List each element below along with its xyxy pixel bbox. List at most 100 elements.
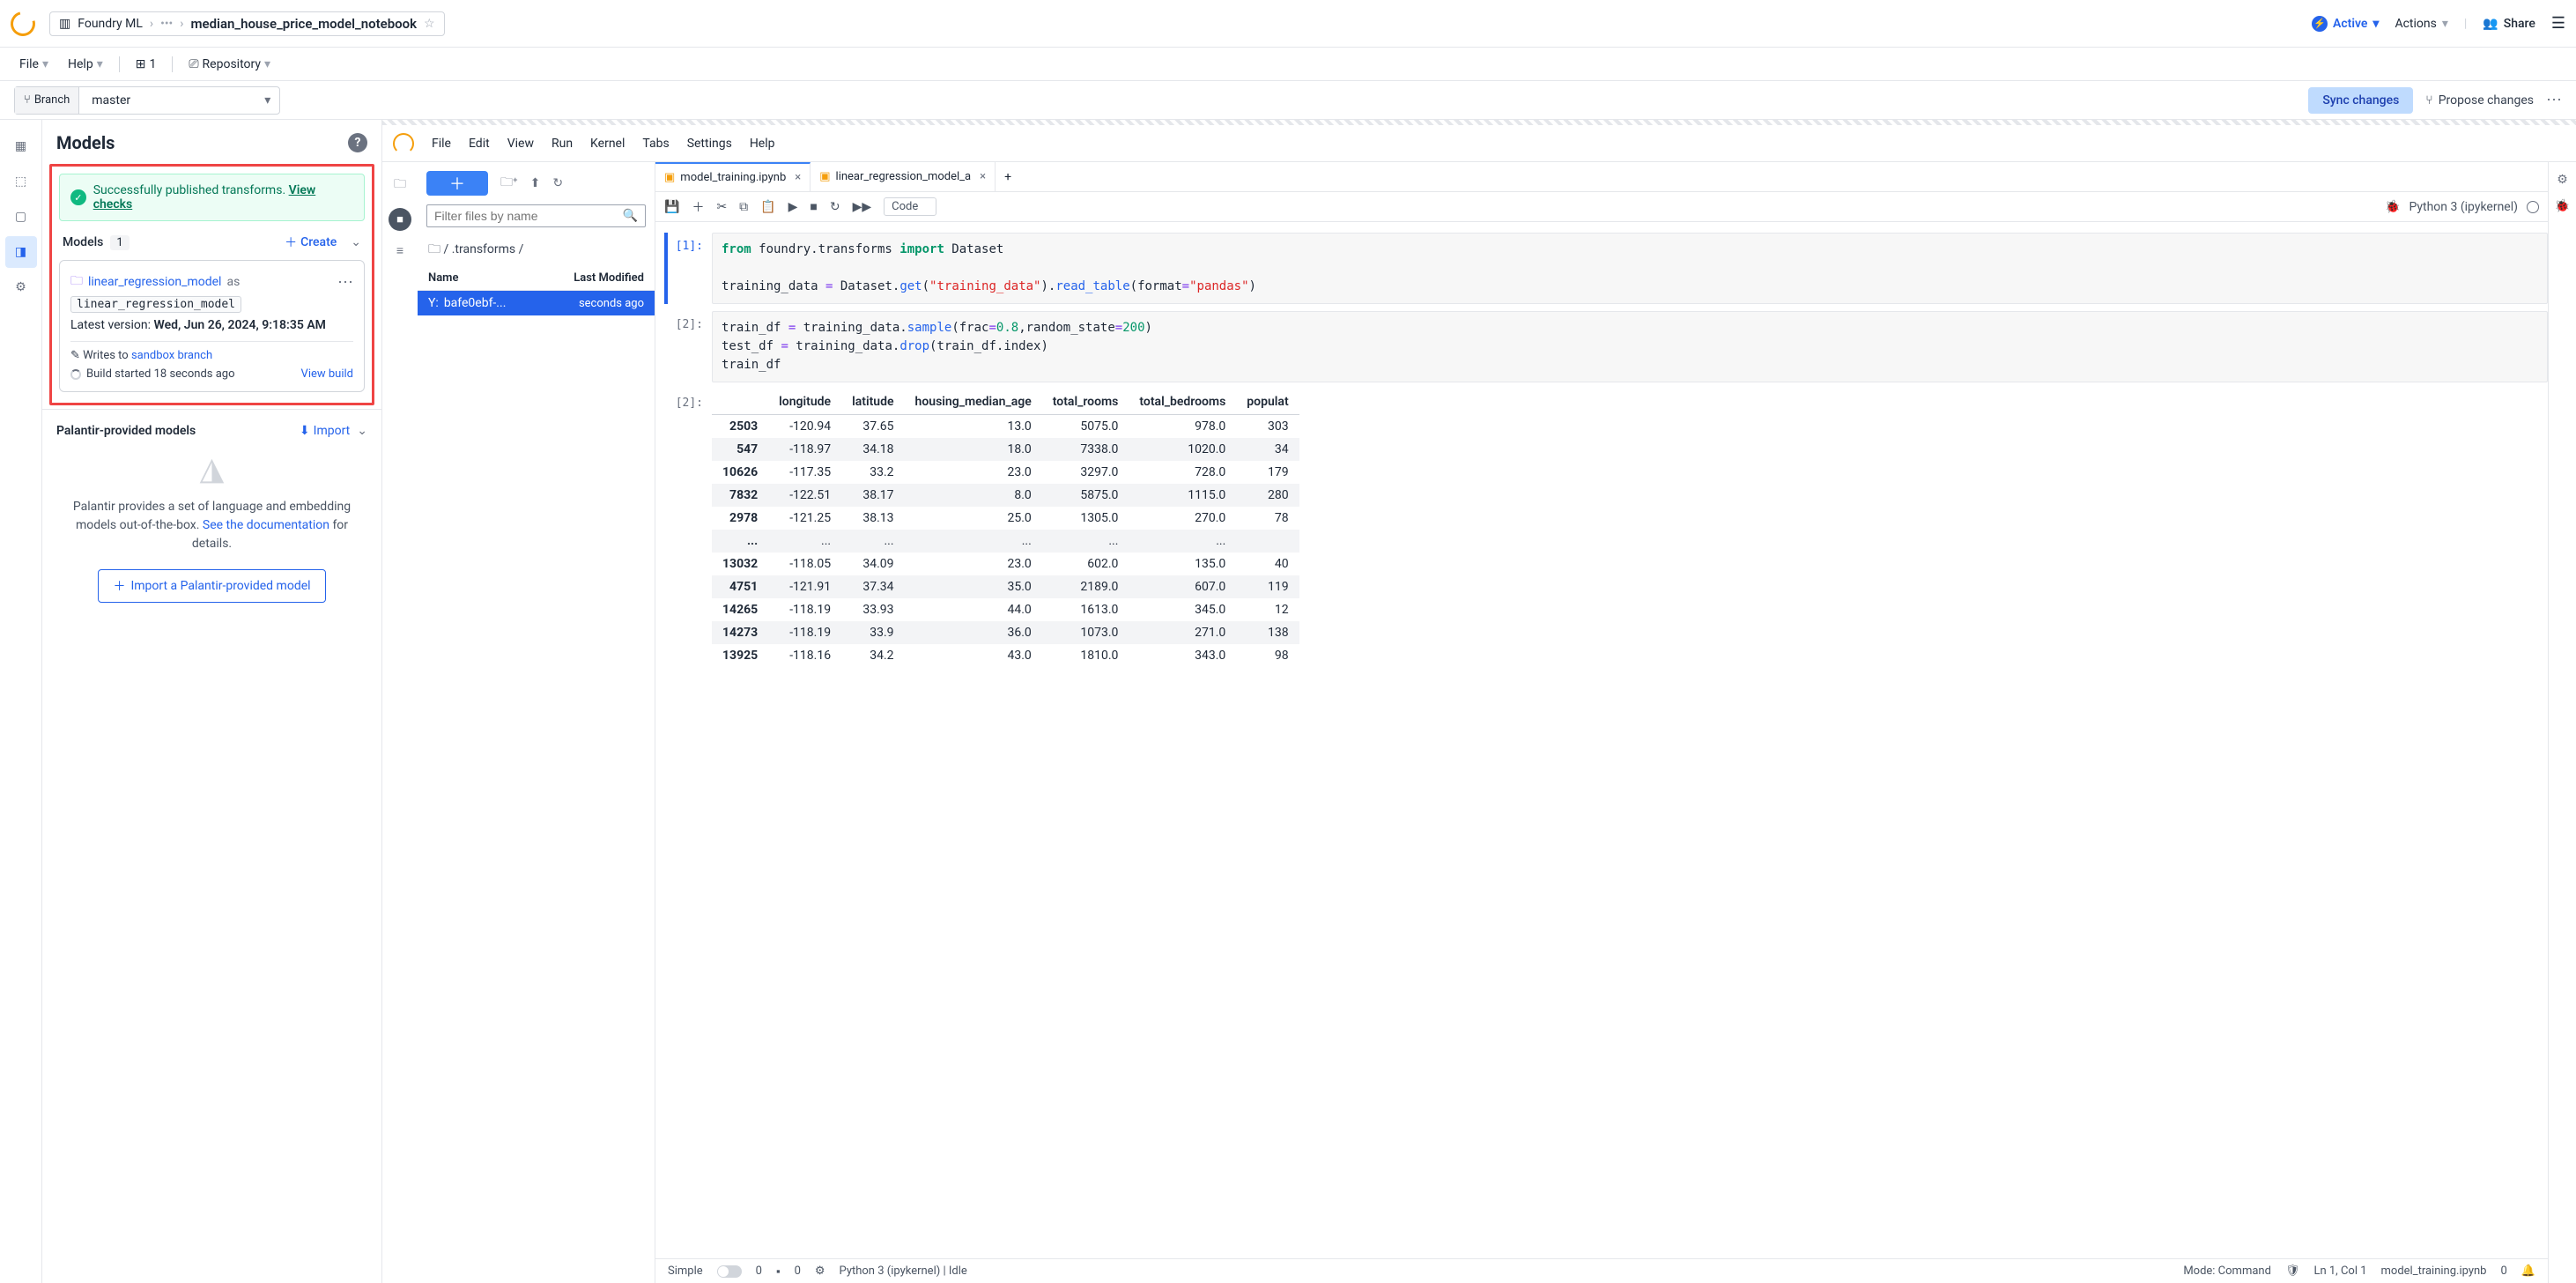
- save-icon[interactable]: 💾: [664, 200, 679, 214]
- chevron-down-icon[interactable]: ⌄: [351, 235, 361, 249]
- j-run-menu[interactable]: Run: [551, 137, 573, 151]
- breadcrumb-root[interactable]: Foundry ML: [78, 17, 143, 31]
- col-name-header[interactable]: Name: [428, 271, 574, 285]
- latest-label: Latest version:: [70, 318, 154, 332]
- j-view-menu[interactable]: View: [507, 137, 534, 151]
- simple-label: Simple: [668, 1264, 703, 1278]
- menu-icon[interactable]: ☰: [2551, 14, 2565, 33]
- breadcrumb-leaf[interactable]: median_house_price_model_notebook: [191, 16, 418, 32]
- jupyter-left-rail: 🗀 ■ ≡: [382, 162, 418, 1283]
- breadcrumb-dots[interactable]: •••: [160, 17, 173, 31]
- kernel-status-icon: [2527, 201, 2539, 213]
- rail-settings-icon[interactable]: ⚙: [5, 271, 37, 303]
- notebook-icon: ▣: [819, 170, 830, 183]
- rail-package-icon[interactable]: ⬚: [5, 166, 37, 197]
- new-folder-icon[interactable]: 🗀⁺: [500, 173, 518, 194]
- j-edit-menu[interactable]: Edit: [469, 137, 490, 151]
- models-panel: Models ? ✓ Successfully published transf…: [42, 120, 382, 1283]
- bug-icon[interactable]: 🐞: [2385, 200, 2400, 214]
- j-tabs-menu[interactable]: Tabs: [642, 137, 669, 151]
- terminal-icon[interactable]: ▪: [776, 1264, 781, 1279]
- actions-menu[interactable]: Actions ▾: [2395, 17, 2447, 31]
- cut-icon[interactable]: ✂: [716, 200, 727, 214]
- upload-icon[interactable]: ⬆: [530, 176, 541, 190]
- cell-prompt: [2]:: [668, 311, 712, 382]
- tab-model-training[interactable]: ▣ model_training.ipynb ×: [655, 162, 811, 191]
- import-palantir-model-button[interactable]: ＋ Import a Palantir-provided model: [98, 569, 325, 603]
- copy-icon[interactable]: ⧉: [739, 200, 748, 214]
- grid-button[interactable]: ⊞1: [127, 54, 166, 75]
- chevron-down-icon[interactable]: ⌄: [357, 424, 367, 438]
- close-icon[interactable]: ×: [795, 171, 801, 184]
- rail-table-icon[interactable]: ▦: [5, 130, 37, 162]
- j-kernel-menu[interactable]: Kernel: [590, 137, 625, 151]
- list-icon[interactable]: ≡: [396, 243, 403, 258]
- fast-forward-icon[interactable]: ▶▶: [853, 200, 872, 214]
- rail-presentation-icon[interactable]: ▢: [5, 201, 37, 233]
- restart-icon[interactable]: ↻: [830, 200, 840, 214]
- foundry-logo-icon: [6, 6, 40, 40]
- run-icon[interactable]: ▶: [788, 200, 798, 214]
- j-help-menu[interactable]: Help: [750, 137, 775, 151]
- more-icon[interactable]: ⋯: [2546, 91, 2562, 109]
- stop-icon[interactable]: ■: [810, 199, 817, 214]
- shield-icon[interactable]: 🛡: [2285, 1264, 2300, 1278]
- gear-icon[interactable]: ⚙: [2557, 173, 2568, 187]
- tab-linear-regression[interactable]: ▣ linear_regression_model_a ×: [811, 162, 996, 191]
- filter-files-input[interactable]: 🔍: [426, 204, 646, 227]
- kernel-name[interactable]: Python 3 (ipykernel): [2409, 200, 2518, 214]
- file-menu[interactable]: File▾: [11, 54, 57, 75]
- file-browser: ＋ 🗀⁺ ⬆ ↻ 🔍 🗀 / .transforms / Name Last M…: [418, 162, 655, 1283]
- cell-type-select[interactable]: Code: [884, 197, 936, 216]
- sync-changes-button[interactable]: Sync changes: [2308, 87, 2413, 114]
- col-modified-header[interactable]: Last Modified: [574, 271, 644, 285]
- jupyter-workspace: File Edit View Run Kernel Tabs Settings …: [382, 120, 2576, 1283]
- more-icon[interactable]: ⋯: [337, 273, 353, 292]
- file-path-crumb[interactable]: 🗀 / .transforms /: [418, 234, 655, 266]
- palantir-models-section: Palantir-provided models ⬇Import ⌄ ◮ Pal…: [42, 409, 381, 617]
- help-menu[interactable]: Help▾: [59, 54, 112, 75]
- add-cell-icon[interactable]: ＋: [692, 198, 704, 216]
- new-tab-button[interactable]: +: [996, 170, 1020, 184]
- rail-models-icon[interactable]: ◨: [5, 236, 37, 268]
- active-status[interactable]: ⚡ Active ▾: [2312, 16, 2379, 32]
- bug-icon[interactable]: 🐞: [2555, 199, 2570, 213]
- dataset-icon: ▥: [59, 17, 70, 31]
- help-icon[interactable]: ?: [348, 133, 367, 152]
- j-settings-menu[interactable]: Settings: [687, 137, 732, 151]
- documentation-link[interactable]: See the documentation: [203, 518, 329, 532]
- star-icon[interactable]: ☆: [424, 17, 435, 31]
- jupyter-menubar: File Edit View Run Kernel Tabs Settings …: [382, 125, 2576, 162]
- code-input[interactable]: train_df = training_data.sample(frac=0.8…: [712, 311, 2548, 382]
- refresh-icon[interactable]: ↻: [552, 176, 563, 190]
- notebook-tabs: ▣ model_training.ipynb × ▣ linear_regres…: [655, 162, 2548, 192]
- code-cell-1[interactable]: [1]: from foundry.transforms import Data…: [655, 233, 2548, 304]
- paste-icon[interactable]: 📋: [760, 200, 775, 214]
- simple-toggle[interactable]: [717, 1265, 742, 1278]
- model-name-link[interactable]: linear_regression_model: [88, 275, 221, 289]
- stop-icon[interactable]: ■: [389, 208, 411, 231]
- propose-changes-button[interactable]: ⑂ Propose changes: [2425, 93, 2534, 108]
- gear-icon[interactable]: ⚙: [815, 1264, 825, 1278]
- close-icon[interactable]: ×: [980, 170, 986, 183]
- people-icon: 👥: [2483, 17, 2498, 31]
- import-link[interactable]: ⬇Import: [300, 424, 350, 438]
- repository-menu[interactable]: ⎚Repository▾: [180, 54, 279, 75]
- folder-icon: 🗀: [428, 242, 440, 256]
- share-button[interactable]: 👥 Share: [2483, 17, 2535, 31]
- view-build-link[interactable]: View build: [301, 367, 353, 381]
- code-cell-2[interactable]: [2]: train_df = training_data.sample(fra…: [655, 311, 2548, 382]
- code-input[interactable]: from foundry.transforms import Dataset t…: [712, 233, 2548, 304]
- folder-icon[interactable]: 🗀: [394, 174, 406, 196]
- j-file-menu[interactable]: File: [432, 137, 451, 151]
- filter-input[interactable]: [434, 209, 623, 223]
- bell-icon[interactable]: 🔔: [2521, 1264, 2535, 1278]
- branch-selector[interactable]: ⑂Branch master ▾: [14, 86, 280, 115]
- new-launcher-button[interactable]: ＋: [426, 171, 488, 196]
- model-card: 🗀 linear_regression_model as ⋯ linear_re…: [59, 260, 365, 392]
- file-row[interactable]: Y: bafe0ebf-... seconds ago: [418, 291, 655, 315]
- breadcrumb[interactable]: ▥ Foundry ML › ••• › median_house_price_…: [49, 11, 445, 36]
- branch-label-text: Branch: [34, 93, 70, 107]
- create-model-button[interactable]: ＋Create: [285, 234, 337, 251]
- sandbox-branch-link[interactable]: sandbox branch: [131, 349, 212, 362]
